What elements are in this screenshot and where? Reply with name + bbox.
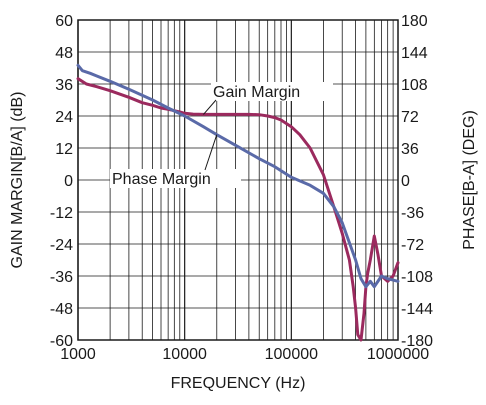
y-right-tick-label: 180 <box>401 13 428 30</box>
y-left-tick-label: 48 <box>55 45 73 62</box>
y-right-tick-label: 36 <box>401 141 419 158</box>
y-right-tick-label: 108 <box>401 77 428 94</box>
phase-margin-leader <box>204 134 218 171</box>
phase-margin-line <box>76 63 400 289</box>
y-right-axis-title: PHASE[B-A] (DEG) <box>461 110 478 250</box>
y-right-tick-label: -108 <box>401 269 433 286</box>
y-right-tick-label: 72 <box>401 109 419 126</box>
y-left-tick-label: -48 <box>50 301 73 318</box>
y-right-tick-label: -144 <box>401 301 433 318</box>
gain-margin-line <box>76 77 400 342</box>
y-left-tick-label: -60 <box>50 333 73 350</box>
gain-margin-leader <box>203 99 217 115</box>
annotations: Gain Margin Phase Margin <box>112 84 300 188</box>
tick-labels: 1000 10000 100000 1000000 60 48 36 24 12 0 -12 -24 -… <box>50 13 433 363</box>
y-right-tick-label: -36 <box>401 205 424 222</box>
y-left-tick-label: -36 <box>50 269 73 286</box>
x-tick-label: 100000 <box>265 346 318 363</box>
y-right-tick-label: -72 <box>401 237 424 254</box>
phase-annotation-bg <box>110 169 241 188</box>
x-tick-label: 10000 <box>162 346 207 363</box>
series-layer <box>76 63 400 342</box>
y-right-tick-label: -180 <box>401 333 433 350</box>
y-left-tick-label: 0 <box>64 173 73 190</box>
y-right-tick-label: 144 <box>401 45 428 62</box>
y-left-tick-label: -24 <box>50 237 73 254</box>
y-left-tick-label: 36 <box>55 77 73 94</box>
gain-annotation-bg <box>211 82 333 101</box>
x-tick-label: 1000000 <box>367 346 429 363</box>
x-axis-title: FREQUENCY (Hz) <box>171 375 306 392</box>
x-tick-label: 1000 <box>60 346 96 363</box>
y-left-tick-label: 24 <box>55 109 73 126</box>
phase-margin-annotation: Phase Margin <box>112 171 211 188</box>
gain-margin-annotation: Gain Margin <box>213 84 300 101</box>
y-left-tick-label: 60 <box>55 13 73 30</box>
plot-frame <box>77 19 399 341</box>
y-left-tick-label: 12 <box>55 141 73 158</box>
y-right-tick-label: 0 <box>401 173 410 190</box>
y-left-tick-label: -12 <box>50 205 73 222</box>
annotation-leaders <box>110 82 333 188</box>
y-left-axis-title: GAIN MARGIN[B/A] (dB) <box>9 92 26 269</box>
